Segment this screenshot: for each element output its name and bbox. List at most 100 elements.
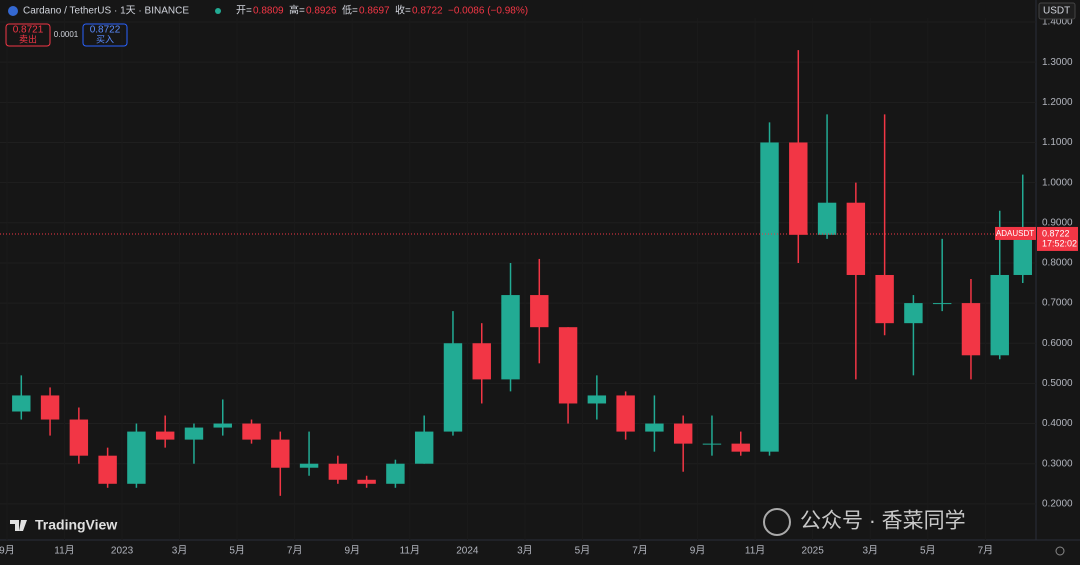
candle-body <box>789 142 808 235</box>
candle-body <box>271 439 290 468</box>
spread: 0.0001 <box>54 30 79 39</box>
x-tick-label: 7月 <box>287 545 303 557</box>
y-tick-label: 1.3000 <box>1042 57 1073 68</box>
candle-body <box>127 431 146 484</box>
ohlc-value: 0.8722 <box>412 6 443 17</box>
buy-price: 0.8722 <box>90 25 121 36</box>
price-label: 0.8722 <box>1042 228 1070 238</box>
x-tick-label: 11月 <box>745 545 765 557</box>
x-tick-label: 2025 <box>802 546 825 557</box>
candle-body <box>12 395 31 412</box>
candle-body <box>472 343 491 380</box>
candle-body <box>357 479 376 484</box>
currency-button[interactable] <box>1038 2 1076 20</box>
x-tick-label: 9月 <box>0 545 15 557</box>
logo-icon <box>10 520 27 531</box>
x-tick-label: 7月 <box>978 545 994 557</box>
x-tick-label: 3月 <box>172 545 188 557</box>
x-tick-label: 5月 <box>229 545 245 557</box>
x-tick-label: 11月 <box>54 545 74 557</box>
candle-body <box>990 274 1009 356</box>
symbol-tag <box>995 226 1036 240</box>
buy-button[interactable] <box>82 23 128 47</box>
candle-body <box>587 395 607 404</box>
x-tick-label: 2024 <box>456 546 479 557</box>
candle-body <box>184 427 204 440</box>
candle-body <box>299 463 319 468</box>
logo: TradingView <box>35 517 117 533</box>
x-tick-label: 5月 <box>920 545 936 557</box>
price-tag <box>1037 226 1078 251</box>
symbol-label: ADAUSDT <box>996 229 1034 238</box>
candle-body <box>530 295 549 328</box>
x-tick-label: 9月 <box>344 545 360 557</box>
watermark: 公众号 · 香菜同学 <box>800 510 966 533</box>
candle-body <box>817 202 837 235</box>
candle-body <box>616 395 635 432</box>
candle-body <box>961 303 981 356</box>
sell-label: 卖出 <box>19 33 37 44</box>
x-tick-label: 3月 <box>862 545 878 557</box>
candle-body <box>501 295 520 380</box>
candle-body <box>40 395 60 420</box>
candle-body <box>932 303 952 305</box>
market-status <box>215 8 221 14</box>
x-tick-label: 3月 <box>517 545 533 557</box>
sell-button[interactable] <box>5 23 51 47</box>
settings-icon[interactable] <box>1055 546 1065 556</box>
y-tick-label: 1.2000 <box>1042 97 1073 108</box>
ohlc-legend: 开= 0.8809 高= 0.8926 低= 0.8697 收= 0.8722 −0.0086 … <box>236 4 528 17</box>
x-tick-label: 9月 <box>690 545 706 557</box>
x-tick-label: 5月 <box>575 545 591 557</box>
y-tick-label: 0.8000 <box>1042 258 1073 269</box>
countdown: 17:52:02 <box>1042 238 1077 248</box>
candle-body <box>702 443 722 445</box>
y-tick-label: 1.1000 <box>1042 137 1073 148</box>
candle-body <box>904 303 923 324</box>
y-tick-label: 1.0000 <box>1042 177 1073 188</box>
candle-body <box>645 423 664 432</box>
y-tick-label: 0.2000 <box>1042 499 1073 510</box>
y-tick-label: 0.6000 <box>1042 338 1073 349</box>
y-tick-label: 0.3000 <box>1042 458 1073 469</box>
candle-body <box>242 423 261 440</box>
ohlc-value: 0.8926 <box>306 6 337 17</box>
candle-body <box>98 455 117 484</box>
candle-body <box>875 274 894 324</box>
watermark-icon <box>763 508 791 536</box>
sell-price: 0.8721 <box>13 25 44 36</box>
change: −0.0086 (−0.98%) <box>448 6 528 17</box>
y-tick-label: 1.4000 <box>1042 17 1073 28</box>
currency: USDT <box>1043 6 1070 17</box>
ohlc-label: 开= <box>236 6 252 17</box>
y-tick-label: 0.4000 <box>1042 418 1073 429</box>
symbol-icon <box>8 6 18 16</box>
candle-body <box>846 202 866 275</box>
buy-label: 买入 <box>96 34 114 44</box>
ohlc-label: 低= <box>342 4 358 17</box>
candle-body <box>673 423 693 444</box>
x-tick-label: 2023 <box>111 546 134 557</box>
ohlc-label: 高= <box>289 4 305 17</box>
x-tick-label: 7月 <box>632 545 648 557</box>
ohlc-value: 0.8697 <box>359 6 390 17</box>
candle-body <box>414 431 434 464</box>
candle-body <box>155 431 175 440</box>
candle-body <box>386 463 405 484</box>
ohlc-value: 0.8809 <box>253 6 284 17</box>
candle-body <box>731 443 750 452</box>
ohlc-label: 收= <box>395 4 411 17</box>
candle-body <box>1013 233 1032 275</box>
candle-body <box>760 142 779 452</box>
y-tick-label: 0.7000 <box>1042 298 1073 309</box>
candle-body <box>328 463 348 480</box>
y-tick-label: 0.9000 <box>1042 217 1073 228</box>
chart-title: Cardano / TetherUS · 1天 · BINANCE <box>23 6 189 17</box>
candle-body <box>558 327 578 404</box>
candle-body <box>69 419 89 456</box>
y-tick-label: 0.5000 <box>1042 378 1073 389</box>
candle-body <box>443 343 463 432</box>
x-tick-label: 11月 <box>400 545 420 557</box>
candle-body <box>213 423 232 428</box>
